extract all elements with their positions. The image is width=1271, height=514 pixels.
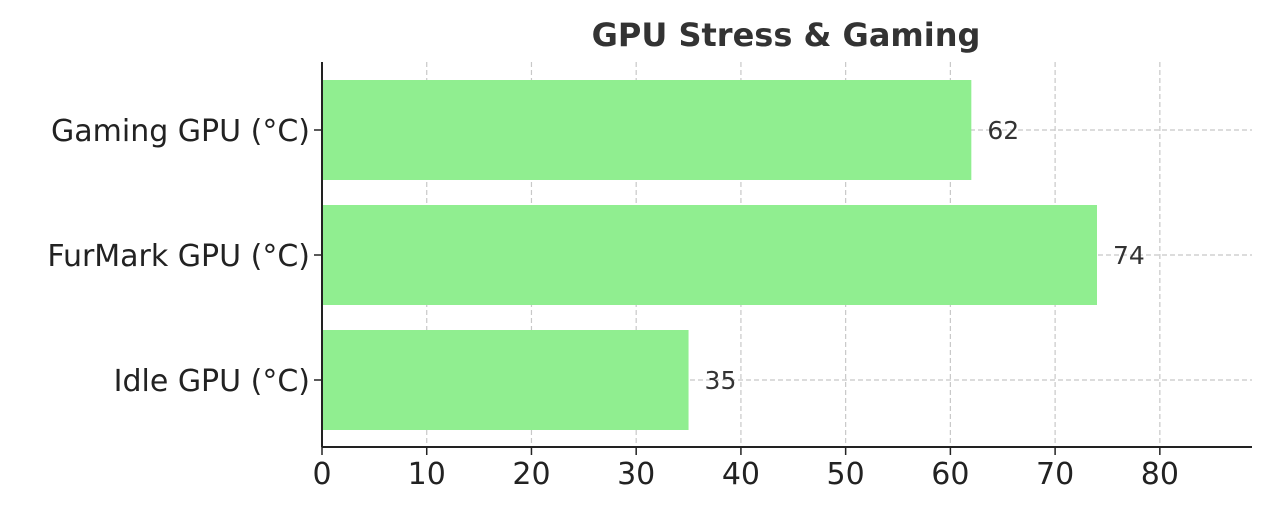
- x-tick-label: 70: [1036, 457, 1074, 492]
- x-tick-label: 10: [408, 457, 446, 492]
- x-tick-label: 80: [1141, 457, 1179, 492]
- bar: [322, 330, 689, 430]
- chart-title: GPU Stress & Gaming: [592, 16, 981, 54]
- data-label: 35: [705, 366, 737, 395]
- bar: [322, 80, 972, 180]
- y-tick-label: FurMark GPU (°C): [47, 239, 310, 274]
- x-tick-label: 40: [722, 457, 760, 492]
- axes: 0 10 20 30 40 50 60 70 80 Gaming GPU (°C) FurMark …: [47, 62, 1252, 492]
- y-tick-label: Idle GPU (°C): [114, 364, 310, 399]
- data-label: 62: [987, 116, 1019, 145]
- x-tick-label: 20: [512, 457, 550, 492]
- x-tick-label: 50: [827, 457, 865, 492]
- x-tick-label: 30: [617, 457, 655, 492]
- data-label: 74: [1113, 241, 1145, 270]
- y-tick-label: Gaming GPU (°C): [51, 114, 310, 149]
- bars: 62 74 35: [322, 80, 1145, 430]
- bar: [322, 205, 1097, 305]
- x-tick-label: 0: [312, 457, 331, 492]
- x-tick-label: 60: [931, 457, 969, 492]
